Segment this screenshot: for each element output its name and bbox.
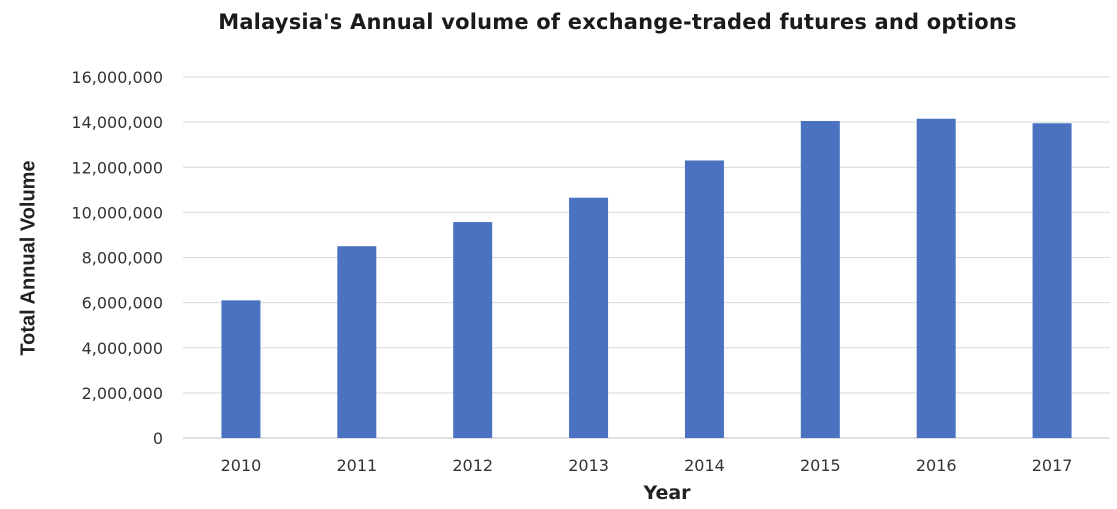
bar-2017 [1032, 123, 1072, 439]
x-tick-label: 2011 [336, 456, 377, 475]
y-tick-label: 6,000,000 [82, 294, 163, 313]
x-tick-label: 2013 [568, 456, 609, 475]
y-tick-label: 2,000,000 [82, 384, 163, 403]
x-tick-label: 2015 [800, 456, 841, 475]
bar-2014 [684, 160, 724, 438]
y-tick-label: 10,000,000 [71, 203, 163, 222]
x-tick-label: 2012 [452, 456, 493, 475]
y-tick-label: 16,000,000 [71, 68, 163, 87]
bar-2015 [800, 120, 840, 438]
bar-2010 [221, 300, 261, 438]
x-axis-label: Year [643, 482, 691, 504]
y-tick-label: 8,000,000 [82, 249, 163, 268]
y-tick-label: 4,000,000 [82, 339, 163, 358]
bar-2013 [569, 197, 609, 438]
chart-title: Malaysia's Annual volume of exchange-tra… [218, 10, 1017, 34]
x-tick-label: 2010 [221, 456, 262, 475]
y-tick-label: 0 [153, 429, 163, 448]
bar-2016 [916, 118, 956, 438]
bar-2011 [337, 246, 377, 438]
y-tick-label: 14,000,000 [71, 113, 163, 132]
bar-2012 [453, 222, 493, 438]
y-tick-label: 12,000,000 [71, 158, 163, 177]
x-tick-label: 2014 [684, 456, 725, 475]
x-tick-label: 2016 [916, 456, 957, 475]
x-tick-label: 2017 [1032, 456, 1073, 475]
